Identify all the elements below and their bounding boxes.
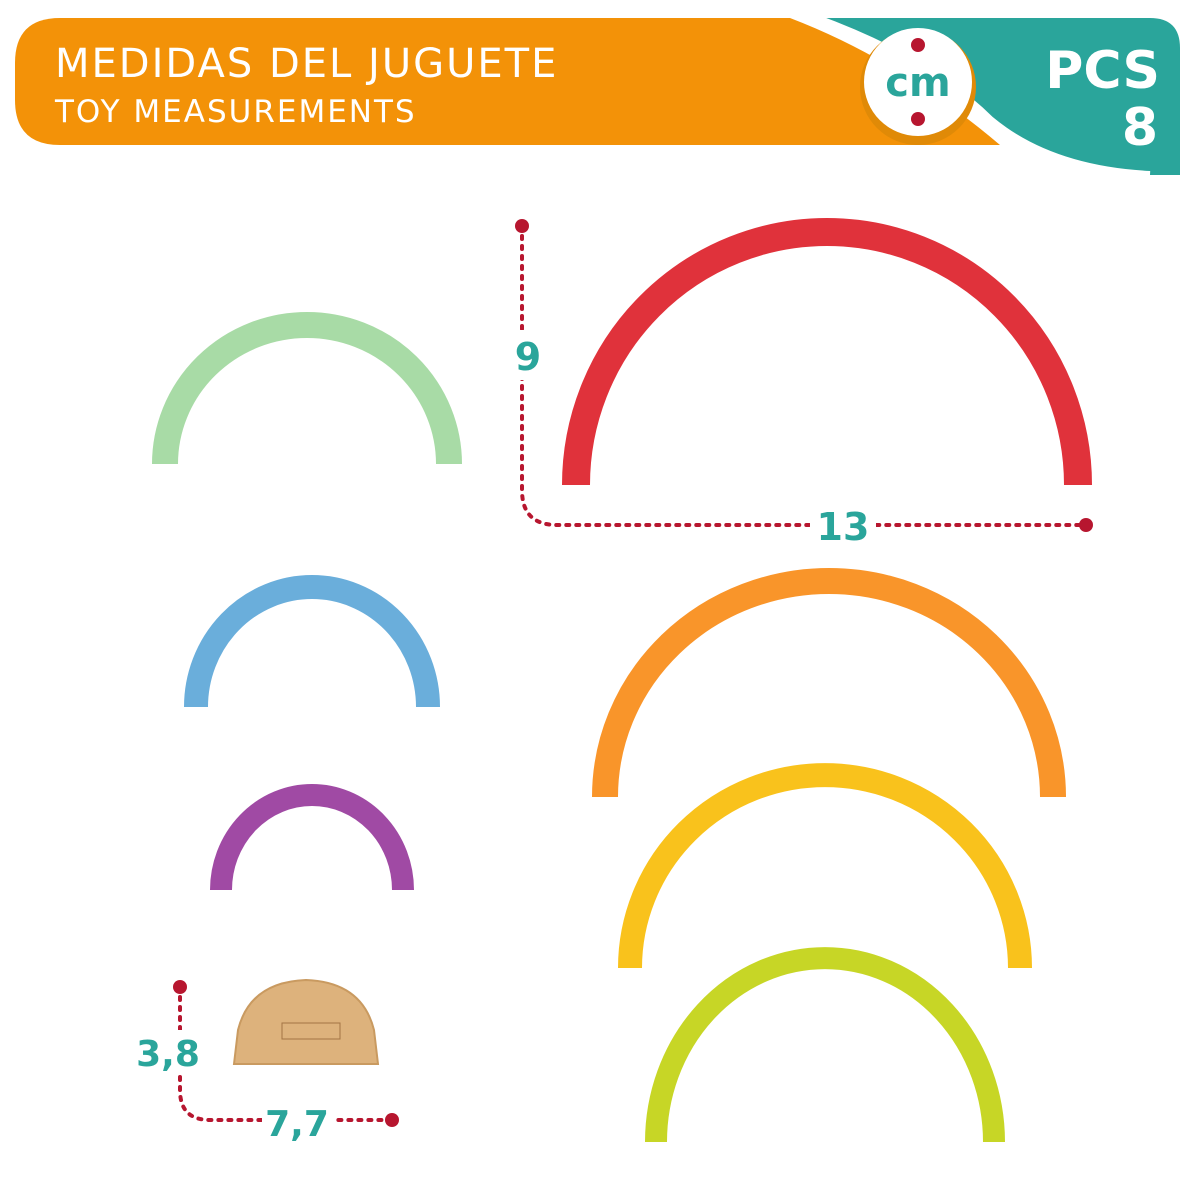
yellow-arc [618, 763, 1032, 969]
lime-arc [645, 947, 1005, 1143]
cm-badge: cm [860, 28, 976, 145]
dot-icon [911, 112, 925, 126]
height-label: 9 [515, 335, 541, 379]
wooden-half-disc [232, 978, 380, 1065]
red-arc [562, 218, 1092, 486]
mint-arc [152, 312, 462, 465]
orange-arc [592, 568, 1066, 798]
pieces-label: PCS [1045, 41, 1160, 101]
unit-label: cm [885, 60, 950, 106]
dimension-small: 3,8 7,7 [132, 980, 399, 1145]
orange-banner [15, 18, 1000, 145]
title-spanish: MEDIDAS DEL JUGUETE [55, 41, 558, 87]
width-label: 13 [817, 505, 870, 549]
height-label: 3,8 [136, 1034, 200, 1075]
blue-arc [184, 575, 440, 708]
width-label: 7,7 [265, 1104, 329, 1145]
title-english: TOY MEASUREMENTS [54, 94, 417, 130]
dimension-large: 9 13 [505, 219, 1093, 549]
purple-arc [210, 784, 414, 891]
pieces-count: 8 [1122, 98, 1158, 158]
dot-icon [911, 38, 925, 52]
